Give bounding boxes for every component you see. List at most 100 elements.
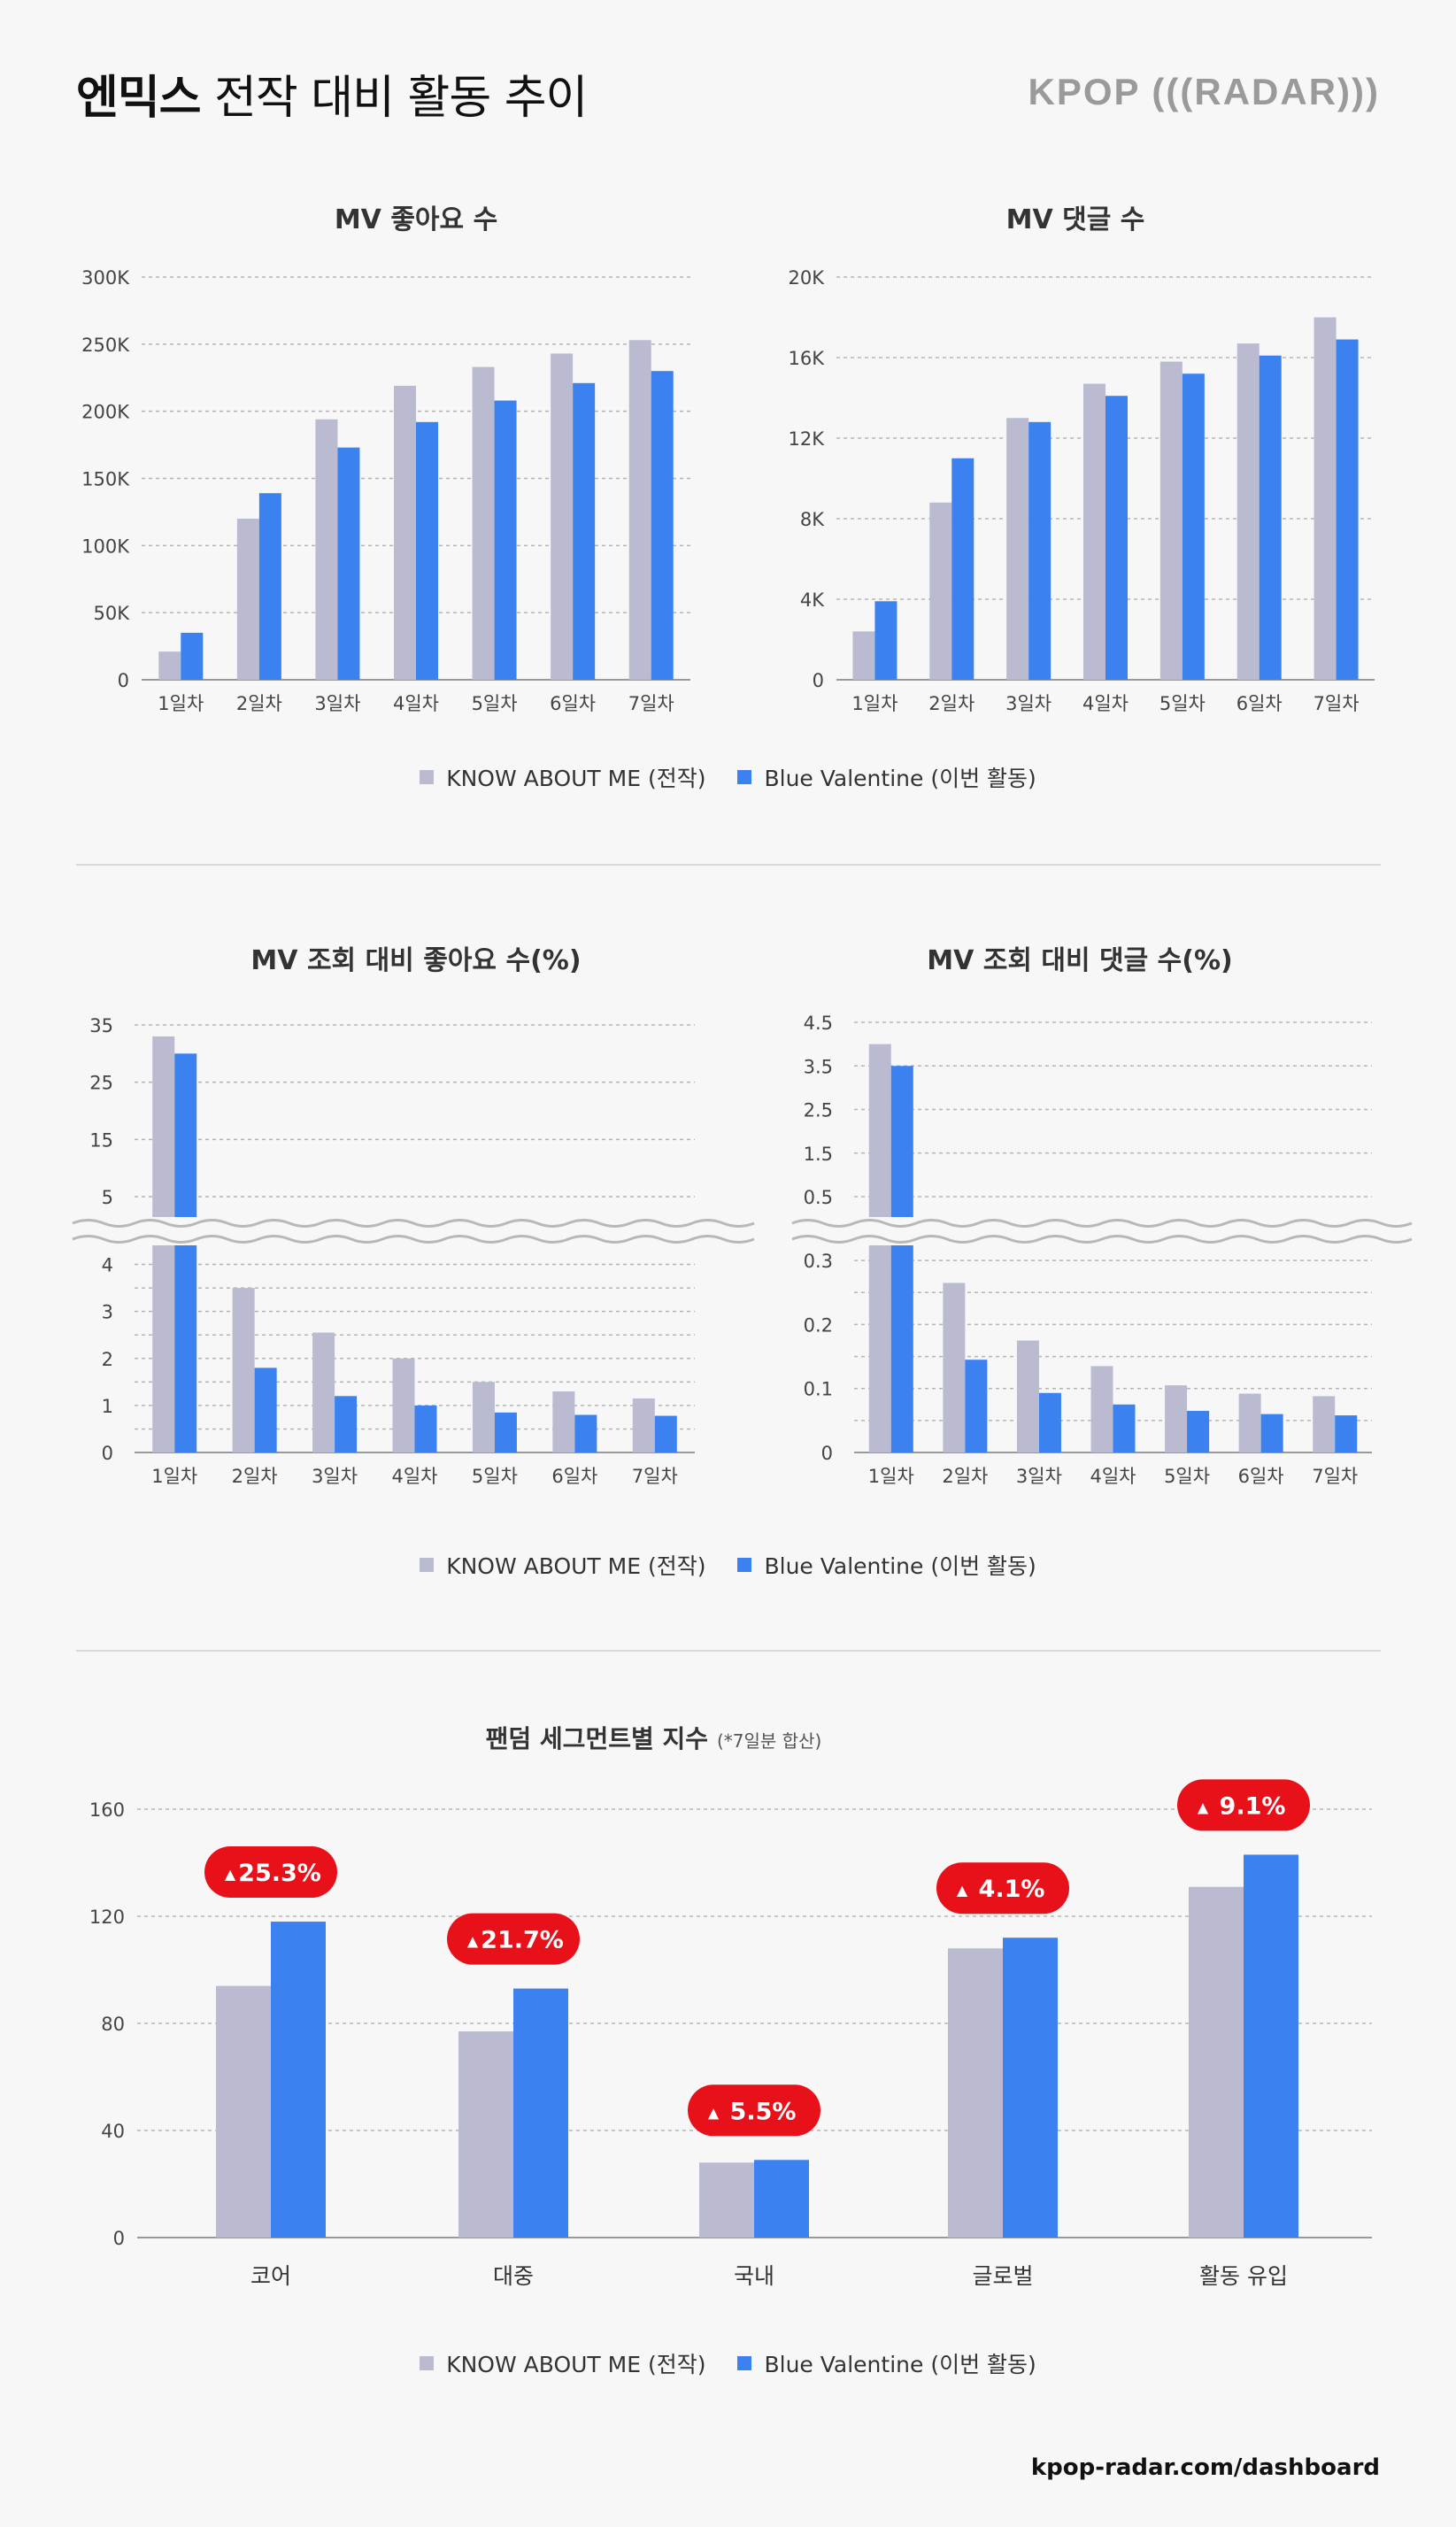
bar-prev (392, 1358, 415, 1452)
change-badge (688, 2084, 820, 2137)
chart-comments: MV 댓글 수 0 4K 8K 12K 16K 20K 1일차 2일차 3일차 4일차 5일차 6일차 7… (789, 204, 1375, 714)
x-tick-label: 3일차 (1016, 1466, 1062, 1487)
x-tick-label: 글로벌 (972, 2263, 1033, 2289)
x-tick-label: 1일차 (158, 693, 204, 714)
y-tick-label: 1 (102, 1396, 113, 1417)
footer-url[interactable]: kpop-radar.com/dashboard (1030, 2454, 1380, 2481)
y-tick-label: 200K (81, 402, 130, 423)
x-tick-label: 5일차 (472, 1466, 518, 1487)
bar-prev (1238, 1393, 1261, 1452)
y-tick-label: 16K (789, 348, 826, 369)
bar-prev (1165, 1385, 1188, 1452)
y-tick-label: 0.1 (804, 1379, 833, 1400)
bar-curr (258, 493, 281, 680)
bar-prev (312, 1332, 335, 1452)
bar-curr (1003, 1938, 1058, 2238)
y-tick-label: 40 (101, 2121, 125, 2142)
x-tick-label: 3일차 (312, 1466, 358, 1487)
bar-curr (1038, 1392, 1061, 1452)
change-badge (204, 1846, 337, 1899)
divider-2 (76, 1650, 1381, 1652)
bar-prev (1313, 1396, 1336, 1452)
axis-break-line (791, 1235, 1413, 1244)
legend-swatch-curr (737, 770, 752, 784)
bar-prev (1313, 317, 1337, 680)
bar-curr (754, 2160, 809, 2238)
y-tick-label: 35 (89, 1015, 113, 1036)
legend-label-curr: Blue Valentine (이번 활동) (764, 2352, 1036, 2377)
legend-swatch-prev (420, 770, 435, 784)
group-name: 엔믹스 (76, 72, 202, 125)
badge-value: 21.7% (481, 1927, 564, 1954)
bar-curr (651, 371, 674, 680)
y-tick-label: 12K (789, 428, 826, 450)
x-tick-label: 국내 (734, 2263, 774, 2289)
y-tick-label: 0 (813, 670, 824, 691)
bar-curr (874, 601, 897, 680)
bar-prev (472, 366, 495, 680)
bar-curr (574, 1414, 597, 1452)
x-tick-label: 7일차 (1313, 693, 1360, 714)
y-tick-label: 2 (102, 1349, 113, 1370)
y-tick-label: 20K (789, 267, 826, 289)
y-tick-label: 150K (81, 469, 130, 490)
legend-swatch-curr (737, 2356, 752, 2370)
bar-curr (416, 421, 438, 680)
y-tick-label: 120 (89, 1907, 125, 1928)
badge-up-icon: ▲ (1198, 1799, 1209, 1815)
chart-likes: MV 좋아요 수 0 50K 100K 150K 200K 250K 300K 1일차 2일차 3일… (81, 204, 690, 714)
legend-swatch-prev (420, 2356, 435, 2370)
y-tick-label: 160 (89, 1799, 125, 1821)
bar-curr (1335, 1415, 1358, 1452)
x-tick-label: 6일차 (551, 1466, 597, 1487)
bar-prev (552, 1391, 575, 1452)
y-tick-label: 3.5 (804, 1056, 833, 1077)
y-tick-label: 80 (101, 2014, 125, 2035)
badge-up-icon: ▲ (708, 2104, 720, 2121)
y-tick-label: 8K (800, 509, 825, 530)
y-tick-label: 4 (102, 1255, 113, 1276)
x-tick-label: 1일차 (868, 1466, 914, 1487)
legend-label-curr: Blue Valentine (이번 활동) (764, 766, 1036, 791)
y-tick-label: 5 (102, 1187, 113, 1208)
x-tick-label: 3일차 (1005, 693, 1052, 714)
page-title-rest: 전작 대비 활동 추이 (214, 72, 588, 125)
x-tick-label: 4일차 (391, 1466, 437, 1487)
x-tick-label: 5일차 (472, 693, 518, 714)
bar-prev (632, 1398, 655, 1452)
badge-up-icon: ▲ (467, 1933, 479, 1950)
bar-curr (513, 1988, 568, 2238)
bar-prev (948, 1948, 1003, 2238)
bar-prev (1016, 1340, 1039, 1452)
y-tick-label: 4.5 (804, 1013, 833, 1034)
bar-curr (1028, 421, 1052, 680)
badge-value: 5.5% (730, 2098, 797, 2125)
legend-item-prev: KNOW ABOUT ME (전작) (420, 761, 705, 793)
badge-value: 9.1% (1220, 1792, 1286, 1820)
legend-item-prev: KNOW ABOUT ME (전작) (420, 1549, 705, 1581)
x-tick-label: 2일차 (232, 1466, 278, 1487)
y-tick-label: 0 (821, 1443, 833, 1464)
y-tick-label: 0 (118, 670, 129, 691)
y-tick-label: 15 (89, 1129, 113, 1151)
bar-prev (628, 340, 651, 680)
bar-prev (315, 419, 338, 680)
bar-prev (699, 2162, 754, 2238)
x-tick-label: 6일차 (550, 693, 596, 714)
bar-prev (1189, 1886, 1244, 2238)
x-tick-label: 4일차 (1082, 693, 1129, 714)
chart-title: 팬덤 세그먼트별 지수 (486, 1724, 708, 1753)
bar-prev (1090, 1366, 1113, 1452)
y-tick-label: 2.5 (804, 1100, 833, 1121)
y-tick-label: 3 (102, 1302, 113, 1323)
axis-break-line (72, 1219, 755, 1228)
legend-row2: KNOW ABOUT ME (전작) Blue Valentine (이번 활동… (0, 1549, 1456, 1581)
bar-curr (1244, 1854, 1298, 2238)
bar-curr (335, 1396, 358, 1452)
x-tick-label: 5일차 (1159, 693, 1206, 714)
badge-up-icon: ▲ (225, 1866, 236, 1883)
bar-prev (236, 519, 259, 680)
y-tick-label: 0 (102, 1443, 113, 1464)
y-tick-label: 4K (800, 589, 825, 611)
